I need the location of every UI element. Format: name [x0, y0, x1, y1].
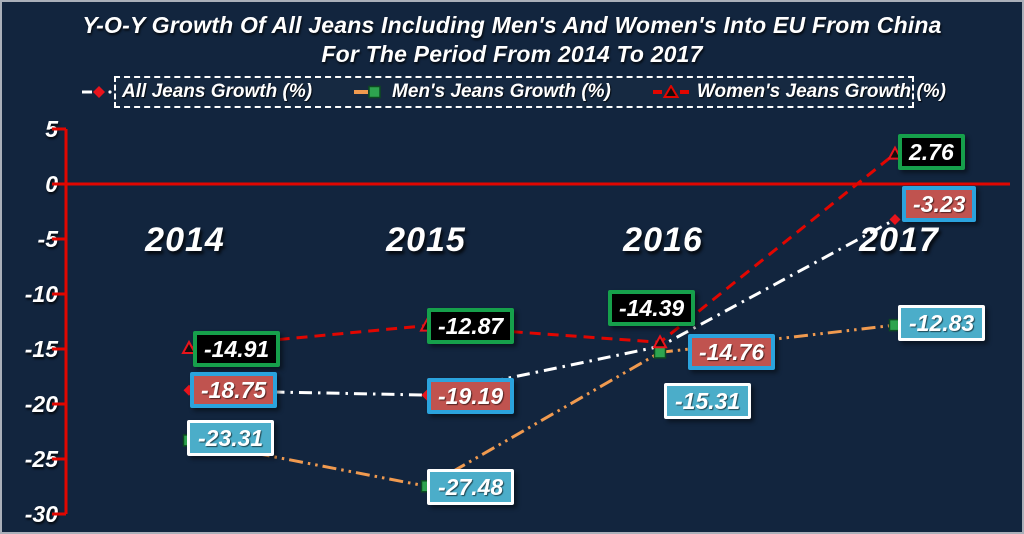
data-label-mens-2015: -27.48: [427, 469, 515, 505]
all-jeans-line-marker-icon: [82, 86, 112, 98]
x-axis-label-2014: 2014: [145, 221, 225, 259]
womens-jeans-line-marker-icon: [652, 85, 689, 98]
data-label-mens-2017: -12.83: [898, 305, 986, 341]
data-label-womens-2017: 2.76: [898, 134, 965, 170]
chart-title-line2: For The Period From 2014 To 2017: [321, 41, 703, 67]
y-axis-tick-label: -25: [24, 446, 58, 472]
y-axis-tick-label: -10: [24, 281, 58, 307]
mens-jeans-line-marker-icon: [354, 85, 381, 99]
y-axis-tick-label: 5: [45, 116, 58, 142]
chart-legend: All Jeans Growth (%) Men's Jeans Growth …: [82, 76, 946, 108]
data-label-womens-2015: -12.87: [427, 308, 515, 344]
data-label-all-2017: -3.23: [902, 186, 977, 222]
data-label-all-2014: -18.75: [190, 372, 278, 408]
data-label-womens-2014: -14.91: [193, 331, 281, 367]
y-axis-tick-label: -5: [37, 226, 58, 252]
data-label-mens-2016: -15.31: [664, 383, 752, 419]
legend-item-womens-jeans: Women's Jeans Growth (%): [652, 81, 946, 103]
legend-item-all-jeans: All Jeans Growth (%): [82, 81, 312, 103]
y-axis-tick-label: -20: [24, 391, 58, 417]
y-axis-tick-label: -15: [24, 336, 58, 362]
x-axis-label-2017: 2017: [859, 221, 939, 259]
x-axis-label-2016: 2016: [623, 221, 703, 259]
data-label-all-2015: -19.19: [427, 378, 515, 414]
legend-item-mens-jeans: Men's Jeans Growth (%): [354, 81, 611, 103]
y-axis-tick-label: -30: [24, 501, 58, 527]
legend-label-mens-jeans: Men's Jeans Growth (%): [392, 81, 611, 102]
legend-label-all-jeans: All Jeans Growth (%): [122, 81, 313, 102]
y-axis-tick-label: 0: [45, 171, 58, 197]
chart-title-line1: Y-O-Y Growth Of All Jeans Including Men'…: [82, 12, 942, 38]
chart-title: Y-O-Y Growth Of All Jeans Including Men'…: [2, 11, 1022, 69]
x-axis-label-2015: 2015: [386, 221, 466, 259]
data-label-womens-2016: -14.39: [608, 290, 696, 326]
legend-label-womens-jeans: Women's Jeans Growth (%): [696, 81, 946, 102]
data-label-mens-2014: -23.31: [187, 420, 275, 456]
data-label-all-2016: -14.76: [688, 334, 776, 370]
